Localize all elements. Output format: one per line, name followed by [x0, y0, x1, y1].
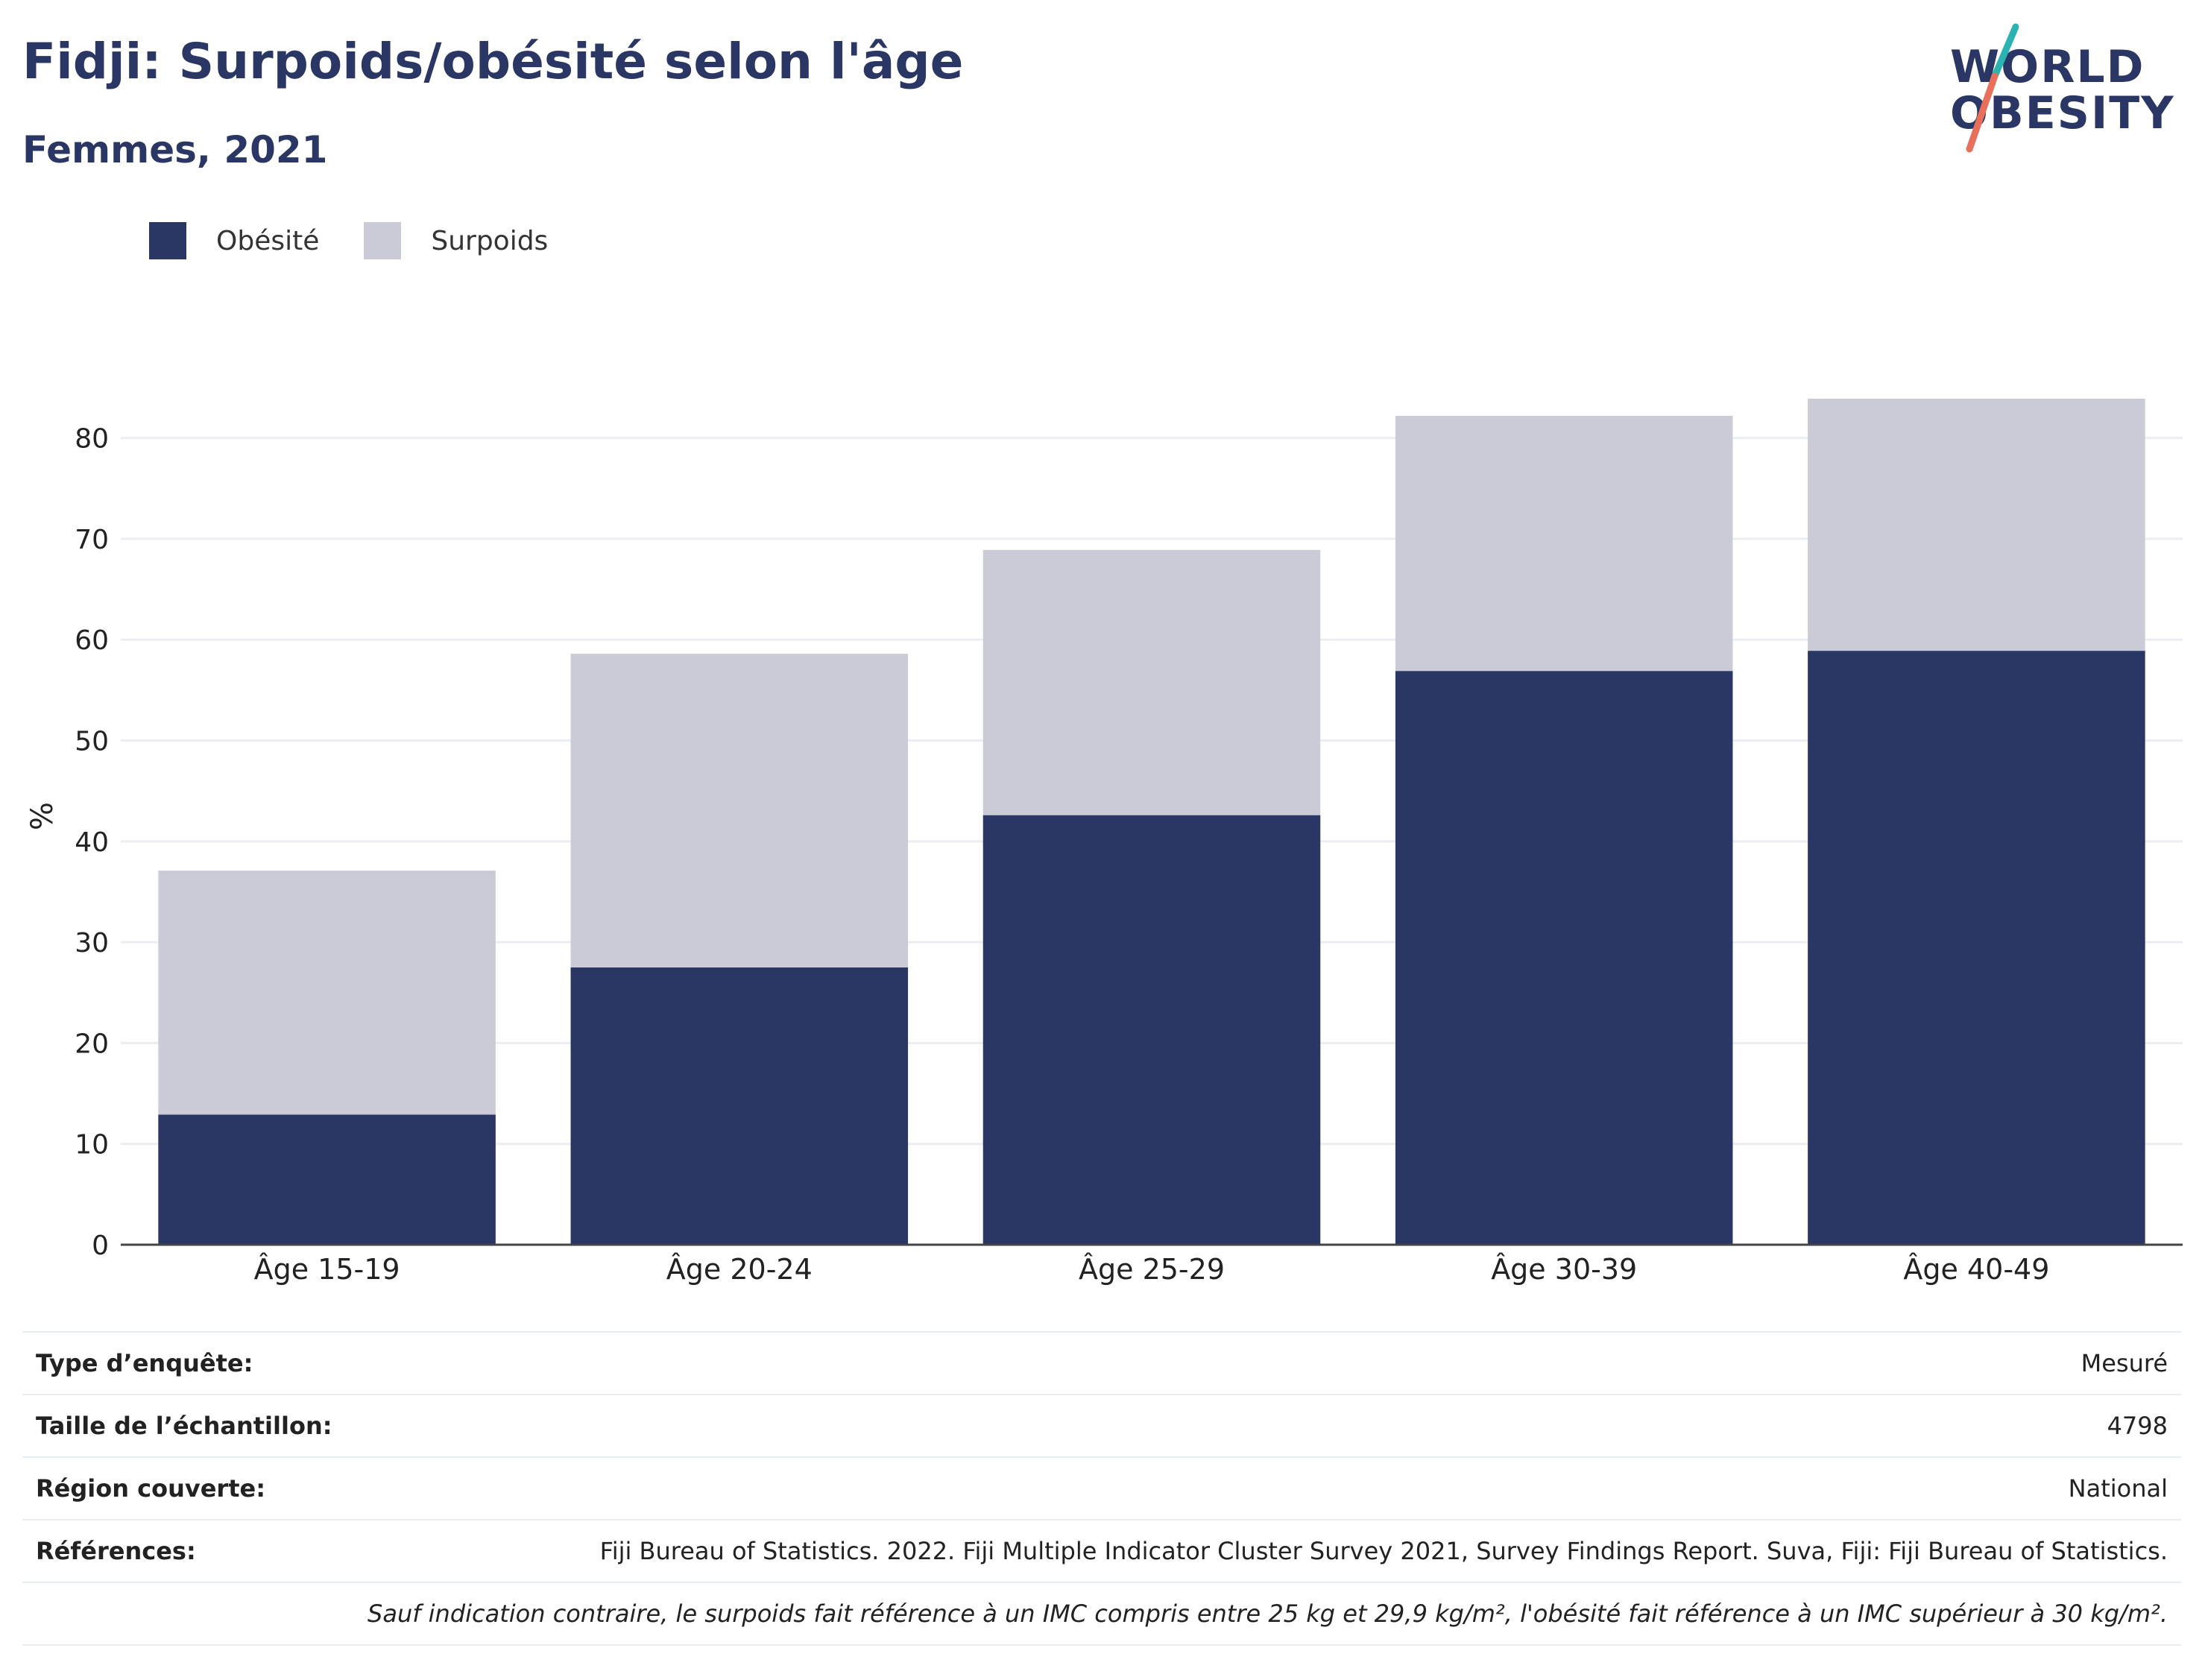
survey-info-table: Type d’enquête: Mesuré Taille de l’échan… [22, 1331, 2181, 1646]
bar-overweight[interactable] [1395, 415, 1733, 672]
chart-legend: Obésité Surpoids [149, 221, 548, 261]
y-tick-label: 50 [75, 727, 109, 757]
y-tick-label: 0 [92, 1231, 109, 1261]
logo-slash-icon [1966, 23, 2019, 153]
info-row-references: Références: Fiji Bureau of Statistics. 2… [22, 1519, 2181, 1582]
bar-overweight[interactable] [982, 549, 1321, 815]
y-tick-label: 70 [75, 525, 109, 555]
legend-item-overweight[interactable]: Surpoids [364, 222, 548, 259]
y-tick-label: 60 [75, 625, 109, 656]
x-tick-label: Âge 40-49 [1903, 1253, 2049, 1286]
legend-label-obesity: Obésité [216, 225, 320, 256]
info-row-sample-size: Taille de l’échantillon: 4798 [22, 1394, 2181, 1456]
y-tick-label: 20 [75, 1029, 109, 1059]
bar-overweight[interactable] [570, 654, 909, 967]
legend-item-obesity[interactable]: Obésité [149, 222, 319, 259]
y-axis-label: % [25, 802, 60, 830]
y-tick-label: 30 [75, 928, 109, 959]
info-value: National [2068, 1474, 2168, 1503]
bar-overweight[interactable] [158, 871, 496, 1115]
info-value: Fiji Bureau of Statistics. 2022. Fiji Mu… [599, 1537, 2168, 1565]
y-tick-label: 10 [75, 1130, 109, 1160]
world-obesity-logo: WORLD OBESITY [1938, 22, 2192, 164]
logo-line-1: WORLD [1950, 41, 2145, 93]
chart-title: Fidji: Surpoids/obésité selon l'âge [22, 33, 964, 90]
legend-swatch-obesity [149, 222, 186, 259]
bar-obesity[interactable] [1395, 671, 1733, 1245]
info-label: Type d’enquête: [36, 1349, 253, 1377]
bar-obesity[interactable] [982, 815, 1321, 1245]
note-text: Sauf indication contraire, le surpoids f… [368, 1600, 2168, 1628]
bar-obesity[interactable] [570, 967, 909, 1245]
info-row-region: Région couverte: National [22, 1456, 2181, 1519]
bar-obesity[interactable] [1808, 651, 2145, 1245]
info-value: 4798 [2107, 1412, 2168, 1440]
y-tick-label: 80 [75, 424, 109, 455]
y-tick-label: 40 [75, 827, 109, 858]
x-axis-ticks: Âge 15-19 Âge 20-24 Âge 25-29 Âge 30-39 Âge … [254, 1253, 2050, 1286]
chart-subtitle: Femmes, 2021 [22, 128, 328, 171]
info-label: Région couverte: [36, 1474, 265, 1503]
bars [158, 398, 2145, 1245]
y-axis-ticks: 0 10 20 30 40 50 60 70 80 [75, 424, 109, 1261]
info-row-survey-type: Type d’enquête: Mesuré [22, 1331, 2181, 1394]
x-tick-label: Âge 15-19 [254, 1253, 400, 1286]
info-label: Références: [36, 1537, 196, 1565]
legend-label-overweight: Surpoids [431, 225, 549, 256]
x-tick-label: Âge 30-39 [1491, 1253, 1637, 1286]
bar-obesity[interactable] [158, 1114, 496, 1245]
info-value: Mesuré [2081, 1349, 2168, 1377]
definition-note: Sauf indication contraire, le surpoids f… [22, 1582, 2181, 1646]
bar-overweight[interactable] [1808, 398, 2145, 651]
legend-swatch-overweight [364, 222, 402, 259]
info-label: Taille de l’échantillon: [36, 1412, 332, 1440]
x-tick-label: Âge 25-29 [1079, 1253, 1225, 1286]
x-tick-label: Âge 20-24 [666, 1253, 813, 1286]
